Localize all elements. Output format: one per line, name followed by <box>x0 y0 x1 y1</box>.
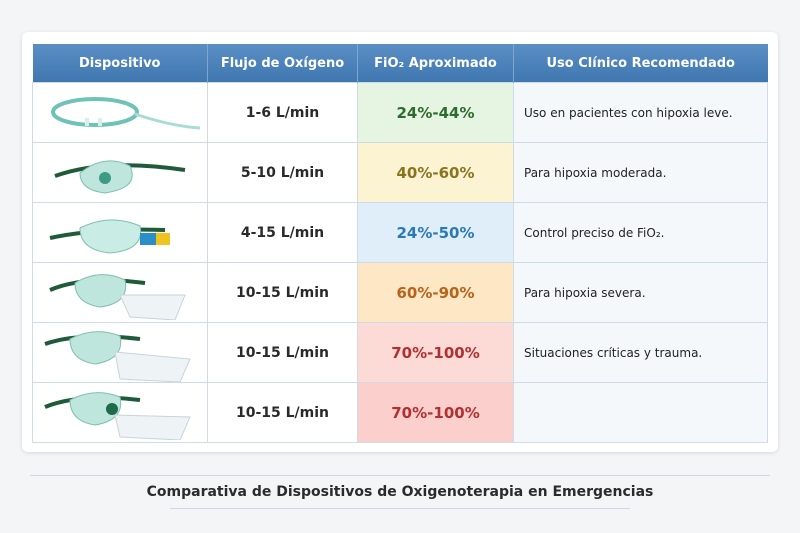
table-header-row: Dispositivo Flujo de Oxígeno FiO₂ Aproxi… <box>32 44 768 83</box>
use-cell <box>513 382 768 443</box>
use-cell: Uso en pacientes con hipoxia leve. <box>513 82 768 143</box>
divider <box>30 475 770 476</box>
table-row: 10-15 L/min 60%-90% Para hipoxia severa. <box>32 262 768 323</box>
flow-cell: 5-10 L/min <box>207 142 358 203</box>
oxygen-devices-table: Dispositivo Flujo de Oxígeno FiO₂ Aproxi… <box>32 44 768 443</box>
device-cell <box>32 202 208 263</box>
use-cell: Para hipoxia moderada. <box>513 142 768 203</box>
fio2-cell: 60%-90% <box>357 262 514 323</box>
table-row: 10-15 L/min 70%-100% <box>32 382 768 443</box>
non-rebreather-mask-icon <box>33 324 207 382</box>
device-cell <box>32 382 208 443</box>
flow-cell: 4-15 L/min <box>207 202 358 263</box>
flow-cell: 10-15 L/min <box>207 322 358 383</box>
flow-cell: 10-15 L/min <box>207 262 358 323</box>
simple-mask-icon <box>33 148 207 198</box>
fio2-cell: 40%-60% <box>357 142 514 203</box>
divider <box>170 508 630 509</box>
header-use: Uso Clínico Recomendado <box>513 44 768 83</box>
venturi-mask-icon <box>33 208 207 258</box>
device-cell <box>32 82 208 143</box>
fio2-cell: 70%-100% <box>357 322 514 383</box>
device-cell <box>32 322 208 383</box>
header-flow: Flujo de Oxígeno <box>207 44 358 83</box>
reservoir-mask-icon <box>33 385 207 440</box>
device-cell <box>32 142 208 203</box>
header-fio2: FiO₂ Aproximado <box>357 44 514 83</box>
fio2-cell: 70%-100% <box>357 382 514 443</box>
table-row: 5-10 L/min 40%-60% Para hipoxia moderada… <box>32 142 768 203</box>
use-cell: Situaciones críticas y trauma. <box>513 322 768 383</box>
device-cell <box>32 262 208 323</box>
table-row: 4-15 L/min 24%-50% Control preciso de Fi… <box>32 202 768 263</box>
header-device: Dispositivo <box>32 44 208 83</box>
fio2-cell: 24%-50% <box>357 202 514 263</box>
fio2-cell: 24%-44% <box>357 82 514 143</box>
table-row: 1-6 L/min 24%-44% Uso en pacientes con h… <box>32 82 768 143</box>
nasal-cannula-icon <box>33 88 207 138</box>
flow-cell: 1-6 L/min <box>207 82 358 143</box>
table-row: 10-15 L/min 70%-100% Situaciones crítica… <box>32 322 768 383</box>
use-cell: Para hipoxia severa. <box>513 262 768 323</box>
flow-cell: 10-15 L/min <box>207 382 358 443</box>
partial-rebreather-mask-icon <box>33 265 207 320</box>
footer-title: Comparativa de Dispositivos de Oxigenote… <box>146 484 654 500</box>
use-cell: Control preciso de FiO₂. <box>513 202 768 263</box>
